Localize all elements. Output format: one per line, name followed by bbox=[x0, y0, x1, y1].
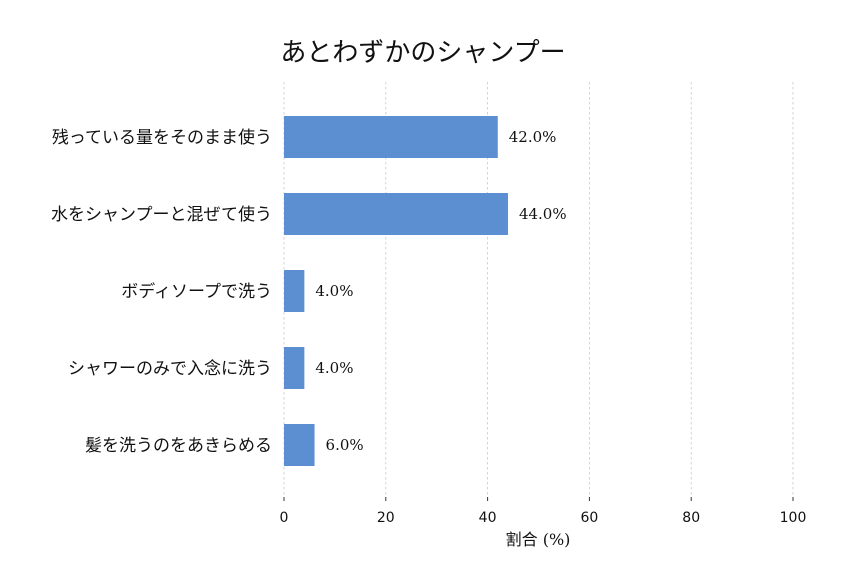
bar bbox=[284, 270, 305, 312]
x-tick-label: 0 bbox=[280, 510, 289, 526]
bars bbox=[284, 116, 508, 466]
data-label: 44.0% bbox=[519, 205, 567, 223]
chart-title: あとわずかのシャンプー bbox=[280, 38, 565, 68]
bar bbox=[284, 116, 498, 158]
category-label: ボディソープで洗う bbox=[121, 281, 272, 302]
x-axis-label: 割合 (%) bbox=[506, 530, 571, 549]
category-label: 水をシャンプーと混ぜて使う bbox=[51, 204, 272, 225]
data-label: 42.0% bbox=[509, 128, 557, 146]
data-label: 6.0% bbox=[326, 436, 364, 454]
bar bbox=[284, 193, 508, 235]
category-label: 残っている量をそのまま使う bbox=[52, 127, 272, 148]
x-tick-label: 80 bbox=[682, 510, 700, 526]
x-tick-label: 60 bbox=[580, 510, 598, 526]
category-label: シャワーのみで入念に洗う bbox=[68, 358, 272, 379]
x-tick-label: 20 bbox=[377, 510, 395, 526]
category-label: 髪を洗うのをあきらめる bbox=[85, 436, 272, 456]
data-label: 4.0% bbox=[315, 359, 353, 377]
data-label: 4.0% bbox=[315, 282, 353, 300]
value-labels: 42.0% 44.0% 4.0% 4.0% 6.0% bbox=[315, 128, 566, 454]
x-tick-label: 40 bbox=[479, 510, 497, 526]
category-labels: 残っている量をそのまま使う水をシャンプーと混ぜて使うボディソープで洗うシャワーの… bbox=[51, 127, 272, 456]
x-tick-label: 100 bbox=[780, 510, 807, 526]
bar bbox=[284, 347, 305, 389]
bar bbox=[284, 424, 315, 466]
x-axis-ticks: 0 20 40 60 80 100 bbox=[280, 497, 807, 526]
